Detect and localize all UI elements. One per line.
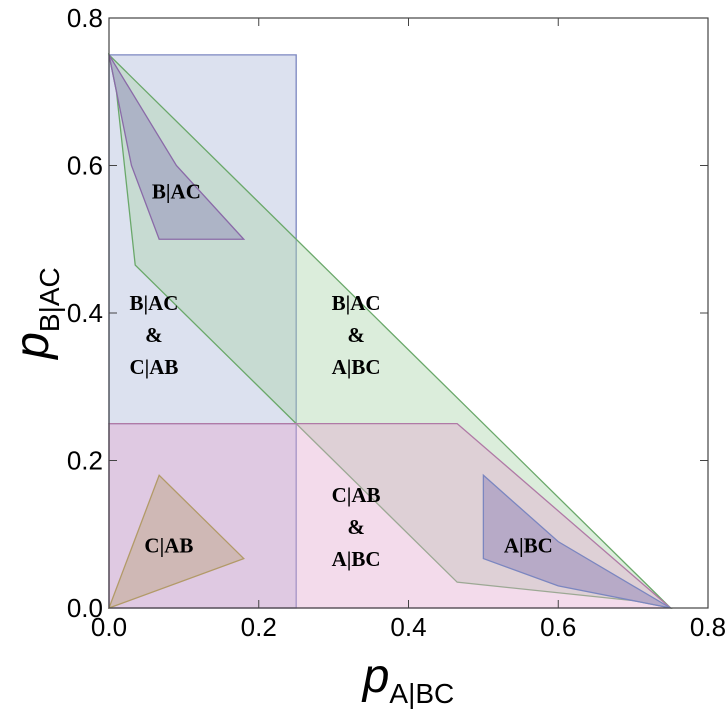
x-axis-label-main: p (361, 650, 390, 703)
annotations: B|AC B|AC & C|AB B|AC & A|BC C|AB & A|BC C|AB A|BC (129, 179, 552, 571)
regions (107, 52, 673, 610)
x-tick-label: 0.0 (91, 612, 127, 642)
region-6 (107, 474, 245, 610)
region-4 (108, 54, 246, 240)
region-5 (482, 473, 671, 609)
y-axis-label: pB|AC (6, 267, 65, 361)
x-tick-label: 0.4 (390, 612, 426, 642)
region-label-4: C|AB (144, 533, 193, 557)
y-tick-label: 0.2 (67, 446, 103, 476)
y-axis-label-sub: B|AC (34, 267, 65, 332)
region-label-2: B|AC & A|BC (332, 291, 381, 379)
y-tick-label: 0.0 (67, 593, 103, 623)
region-label-3: C|AB & A|BC (332, 483, 381, 571)
x-tick-label: 0.6 (540, 612, 576, 642)
x-tick-label: 0.8 (690, 612, 725, 642)
x-axis-label-sub: A|BC (389, 678, 454, 709)
x-axis-label: pA|BC (361, 650, 455, 709)
ticks: 0.0 0.2 0.4 0.6 0.8 0.0 0.2 0.4 0.6 0.8 (67, 3, 725, 642)
y-tick-label: 0.4 (67, 298, 103, 328)
region-label-1: B|AC & C|AB (129, 291, 178, 379)
region-label-0: B|AC (152, 179, 201, 203)
y-tick-label: 0.8 (67, 3, 103, 33)
region-label-5: A|BC (504, 533, 553, 557)
y-tick-label: 0.6 (67, 151, 103, 181)
y-axis-label-main: p (6, 332, 59, 361)
x-tick-label: 0.2 (241, 612, 277, 642)
